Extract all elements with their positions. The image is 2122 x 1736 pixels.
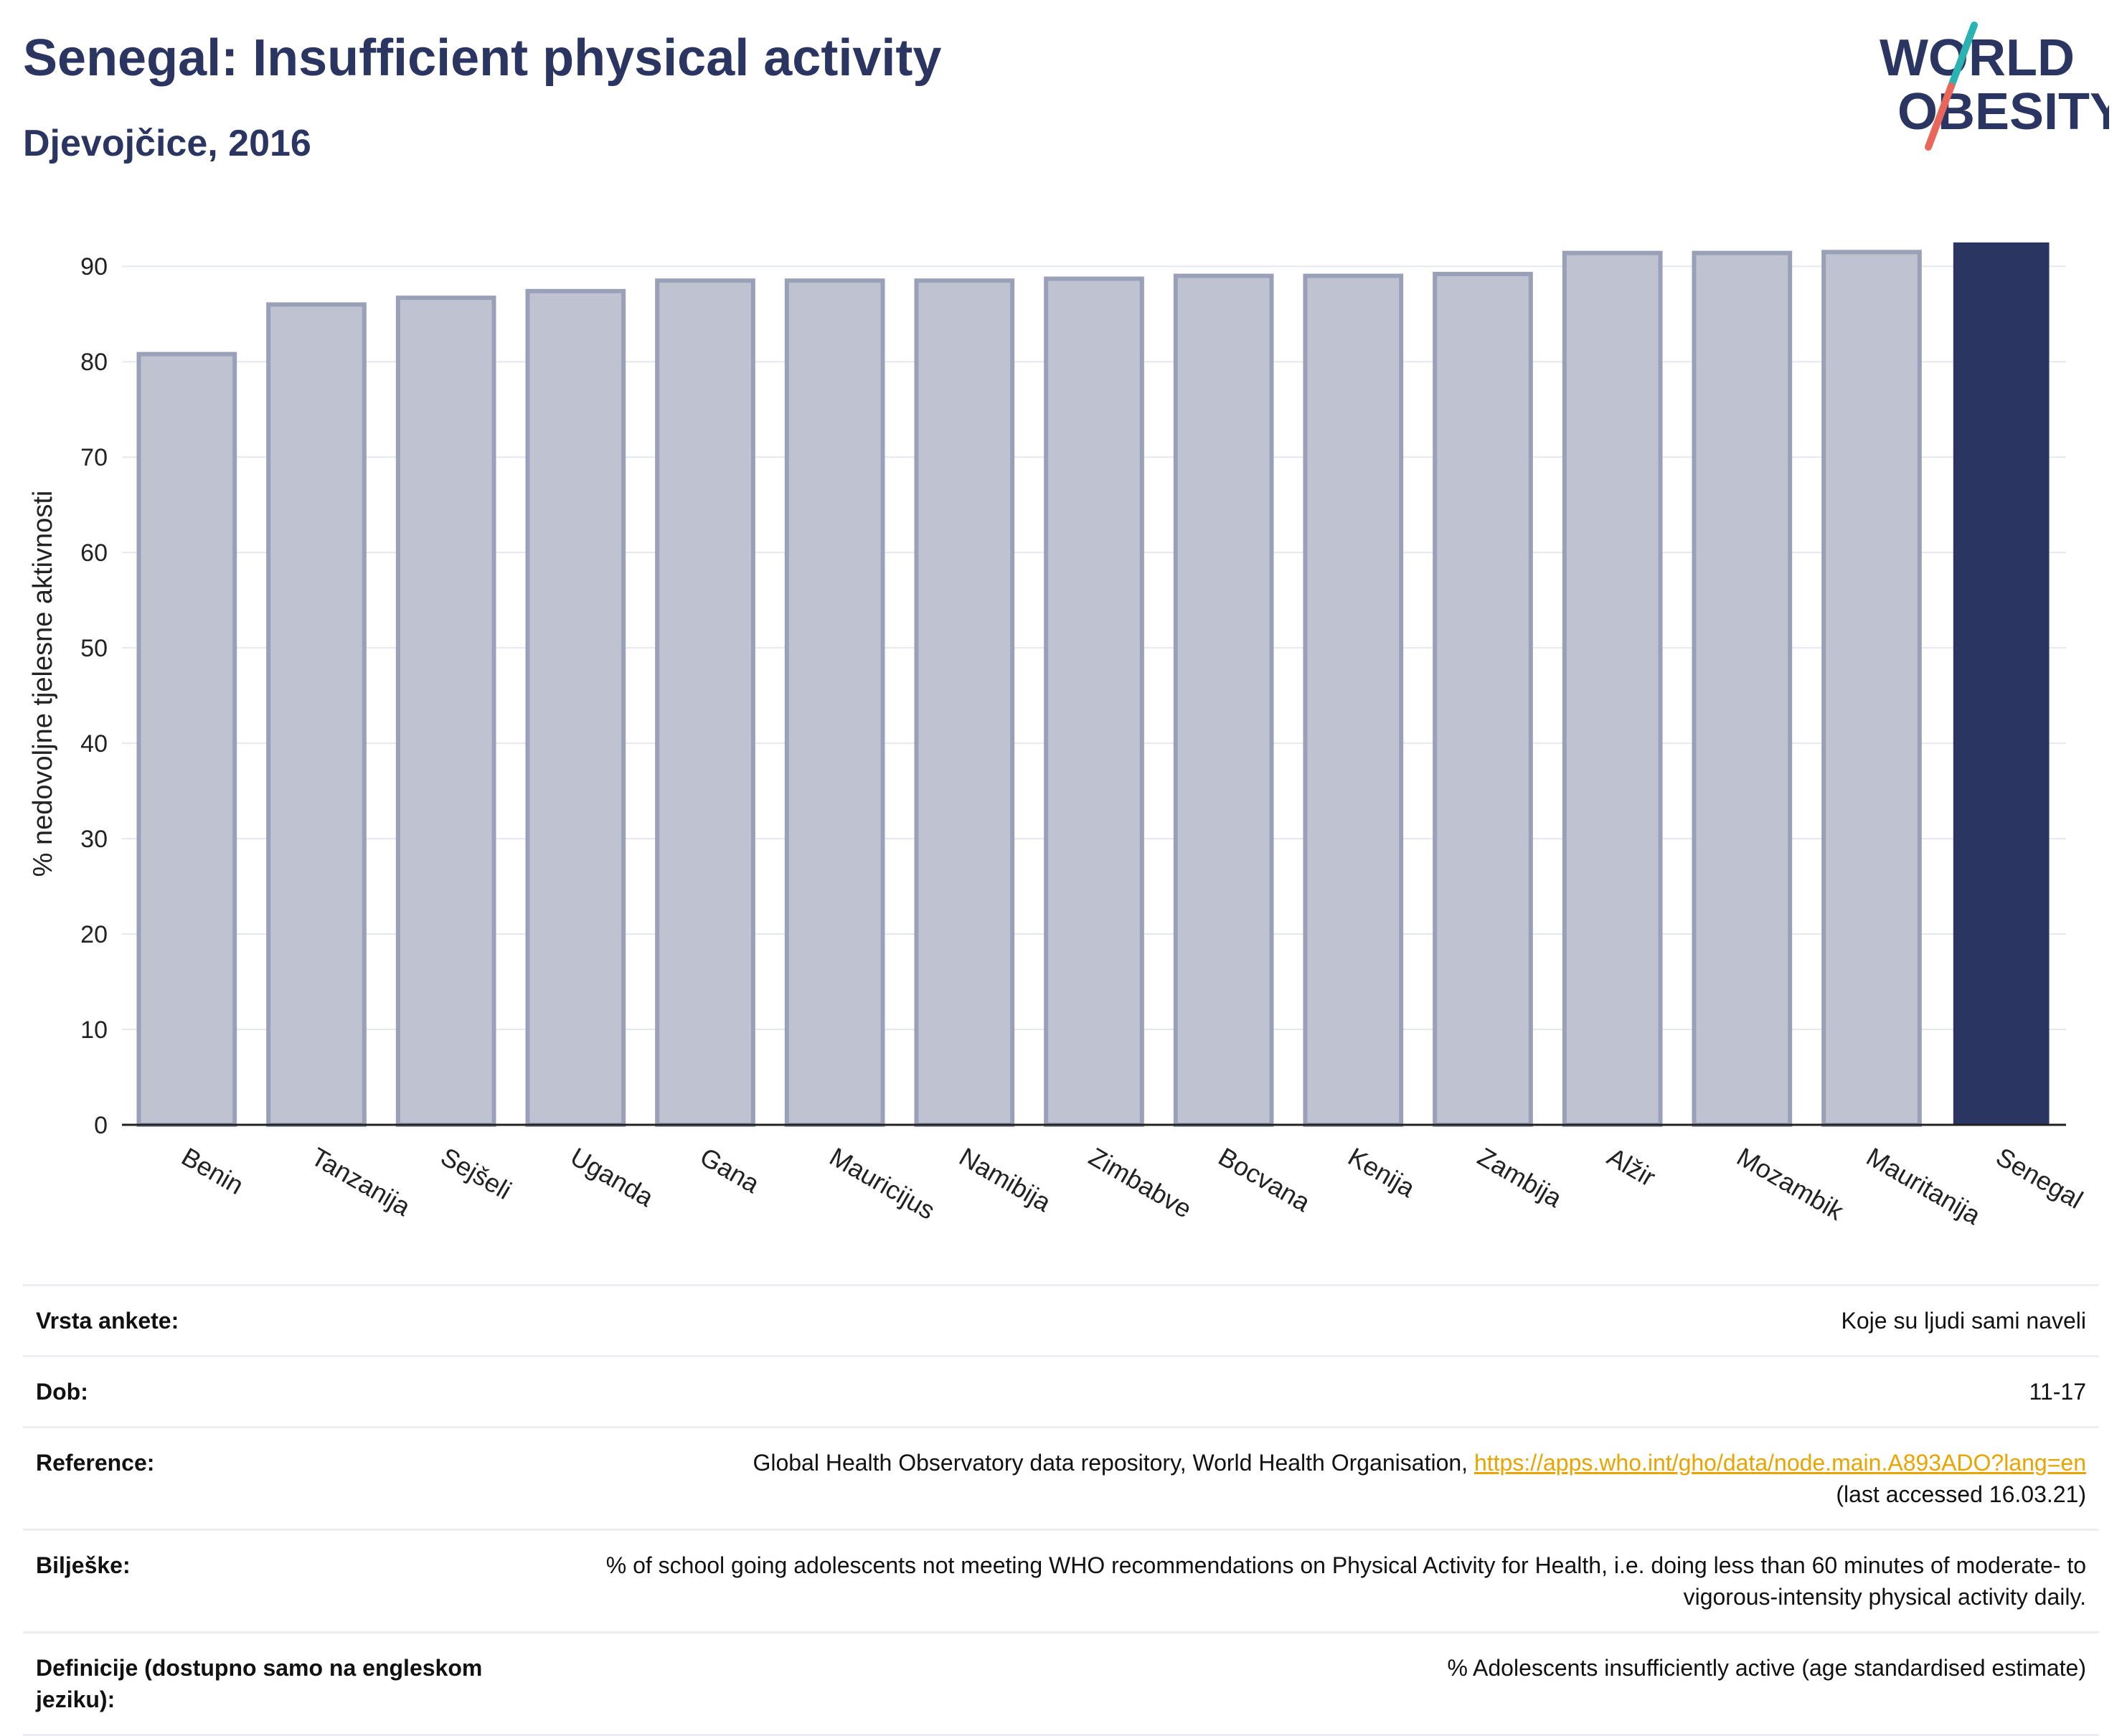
y-tick-label: 10 [80,1016,108,1044]
info-label: Dob: [23,1355,551,1428]
x-tick-label: Mauricijus [825,1141,940,1225]
x-tick-label: Mozambik [1732,1141,1849,1226]
bar-gana [655,278,755,1127]
reference-link[interactable]: https://apps.who.int/gho/data/node.main.… [1473,1450,2086,1476]
info-label: Bilješke: [23,1529,551,1633]
bar-mozambik [1692,250,1793,1127]
info-value: Koje su ljudi sami naveli [551,1284,2099,1357]
bar-mauricijus [784,278,885,1127]
y-axis-label: % nedovoljne tjelesne aktivnosti [28,491,58,877]
bar-namibija [914,278,1015,1127]
x-tick-label: Gana [695,1141,765,1199]
bar-benin [136,352,237,1127]
x-tick-label: Uganda [565,1141,659,1212]
bar-uganda [525,288,626,1128]
page-subtitle: Djevojčice, 2016 [23,123,311,164]
x-tick-label: Senegal [1991,1141,2088,1214]
y-tick-label: 70 [80,444,108,471]
y-tick-label: 60 [80,539,108,567]
info-label: Definicije (dostupno samo na engleskom j… [23,1631,551,1736]
logo-slash-teal [1948,22,1978,90]
bar-senegal [1953,242,2050,1125]
bar-chart: 0 10 20 30 40 50 60 70 80 90 Benin Tanzanija Sejšeli… [28,242,2088,1230]
y-tick-label: 40 [80,730,108,758]
reference-accessed: (last accessed 16.03.21) [1836,1481,2086,1507]
bar-tanzanija [266,302,367,1128]
y-tick-label: 20 [80,921,108,948]
y-tick-label: 0 [94,1112,108,1139]
bar-alžir [1562,250,1663,1127]
bar-bocvana [1173,273,1274,1127]
info-label: Reference: [23,1426,551,1530]
bar-zambija [1433,271,1533,1127]
x-tick-label: Namibija [954,1141,1057,1217]
x-tick-label: Bocvana [1214,1141,1316,1217]
info-value: % Adolescents insufficiently active (age… [551,1631,2099,1736]
info-value: 11-17 [551,1355,2099,1428]
x-tick-label: Mauritanija [1862,1141,1986,1230]
bar-sejšeli [395,296,496,1128]
y-tick-label: 90 [80,253,108,280]
info-value: Global Health Observatory data repositor… [551,1426,2099,1530]
info-row-survey-type: Vrsta ankete: Koje su ljudi sami naveli [23,1284,2099,1357]
reference-text: Global Health Observatory data repositor… [753,1450,1474,1476]
info-value: % of school going adolescents not meetin… [551,1529,2099,1633]
bar-kenija [1303,273,1404,1127]
info-table: Vrsta ankete: Koje su ljudi sami naveli … [23,1284,2099,1736]
logo-slash-coral [1925,82,1955,151]
y-tick-label: 30 [80,826,108,853]
x-tick-label: Kenija [1343,1141,1420,1203]
bar-zimbabve [1044,276,1144,1127]
info-row-definitions: Definicije (dostupno samo na engleskom j… [23,1631,2099,1736]
world-obesity-logo: WORLD OBESITY [1880,22,2109,151]
info-row-notes: Bilješke: % of school going adolescents … [23,1529,2099,1633]
info-row-reference: Reference: Global Health Observatory dat… [23,1426,2099,1530]
x-tick-label: Tanzanija [306,1141,416,1222]
info-row-age: Dob: 11-17 [23,1355,2099,1428]
info-label: Vrsta ankete: [23,1284,551,1357]
page-title: Senegal: Insufficient physical activity [23,29,942,87]
x-tick-label: Alžir [1603,1141,1661,1192]
x-tick-label: Benin [176,1141,248,1200]
bar-mauritanija [1821,250,1922,1128]
y-tick-label: 80 [80,349,108,376]
logo-line-1: WORLD [1880,29,2075,87]
y-tick-label: 50 [80,635,108,662]
x-tick-label: Zambija [1473,1141,1567,1213]
x-tick-label: Zimbabve [1084,1141,1197,1224]
x-tick-label: Sejšeli [436,1141,517,1205]
